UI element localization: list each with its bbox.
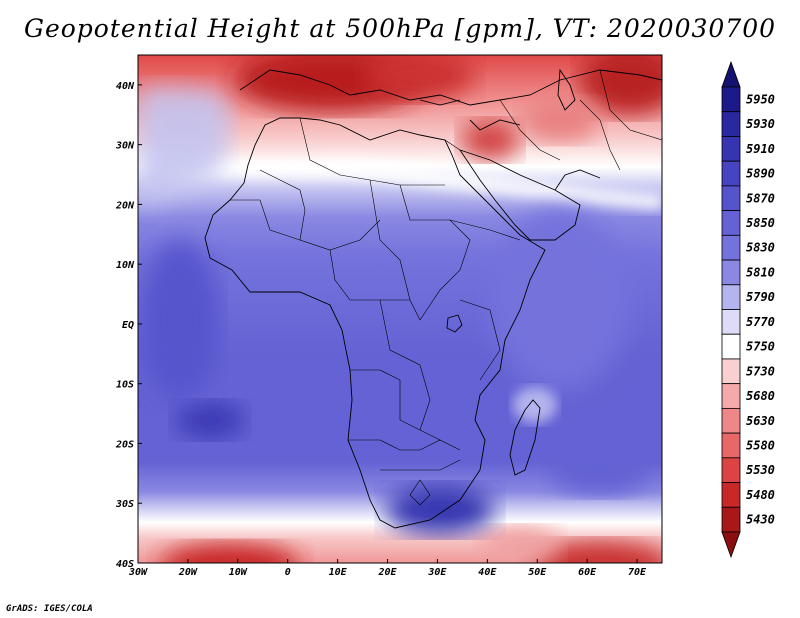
colorbar-label: 5870	[746, 191, 775, 205]
lon-tick-label: 10W	[229, 567, 248, 578]
colorbar-label: 5730	[746, 364, 775, 378]
grads-credit: GrADS: IGES/COLA	[6, 604, 93, 614]
colorbar-label: 5890	[746, 167, 775, 181]
colorbar-swatch	[721, 383, 741, 409]
colorbar-label: 5480	[746, 488, 775, 502]
lon-tick-label: 10E	[329, 567, 348, 578]
lat-tick-label: 40N	[116, 81, 135, 92]
colorbar-swatch	[721, 482, 741, 508]
colorbar-swatch	[721, 457, 741, 483]
colorbar-swatch	[721, 111, 741, 137]
map-title: Geopotential Height at 500hPa [gpm], VT:…	[23, 14, 777, 43]
height-field	[138, 55, 662, 563]
lon-tick-label: 70E	[628, 567, 647, 578]
lat-tick-label: 40S	[116, 559, 134, 570]
lat-tick-label: 20N	[115, 200, 135, 211]
lon-tick-label: 30W	[128, 567, 148, 578]
colorbar-swatch	[721, 284, 741, 310]
lon-tick-label: 60E	[578, 567, 597, 578]
colorbar-swatch	[721, 309, 741, 335]
lat-tick-label: EQ	[122, 320, 134, 331]
colorbar-label: 5790	[746, 290, 775, 304]
colorbar-label: 5770	[746, 315, 775, 329]
colorbar-swatch	[721, 234, 741, 261]
colorbar-label: 5810	[746, 265, 775, 279]
colorbar-label: 5630	[746, 414, 775, 428]
lon-tick-label: 0	[285, 567, 291, 578]
colorbar-bottom-arrow	[721, 531, 741, 559]
colorbar-swatch	[721, 210, 741, 236]
colorbar-label: 5910	[746, 142, 775, 156]
lat-tick-label: 10N	[116, 260, 135, 271]
lon-tick-label: 50E	[528, 567, 547, 578]
colorbar-label: 5680	[746, 389, 775, 403]
colorbar-swatch	[721, 333, 741, 360]
colorbar-label: 5930	[746, 117, 775, 131]
lon-tick-label: 20W	[178, 567, 198, 578]
colorbar-top-arrow	[721, 60, 741, 88]
colorbar-swatch	[721, 506, 741, 533]
colorbar-swatch	[721, 185, 741, 212]
colorbar-swatch	[721, 160, 741, 187]
colorbar-label: 5430	[746, 513, 775, 527]
colorbar-label: 5750	[746, 340, 775, 354]
lat-tick-label: 30S	[115, 499, 134, 510]
colorbar-label: 5830	[746, 241, 775, 255]
colorbar-swatch	[721, 136, 741, 162]
lat-tick-label: 30N	[115, 141, 135, 152]
colorbar-swatch	[721, 432, 741, 459]
lon-tick-label: 30E	[427, 567, 447, 578]
colorbar-swatch	[721, 358, 741, 385]
colorbar-label: 5950	[746, 92, 775, 106]
colorbar-label: 5530	[746, 463, 775, 477]
colorbar-label: 5580	[746, 438, 775, 452]
lon-tick-label: 20E	[377, 567, 397, 578]
coastlines	[204, 68, 662, 529]
colorbar-label: 5850	[746, 216, 775, 230]
lat-tick-label: 20S	[115, 439, 134, 450]
colorbar-swatch	[721, 259, 741, 286]
lon-tick-label: 40E	[478, 567, 497, 578]
borders	[230, 69, 662, 506]
map-frame	[137, 54, 663, 564]
colorbar-swatch	[721, 86, 741, 113]
colorbar-swatch	[721, 407, 741, 434]
lat-tick-label: 10S	[116, 380, 134, 391]
